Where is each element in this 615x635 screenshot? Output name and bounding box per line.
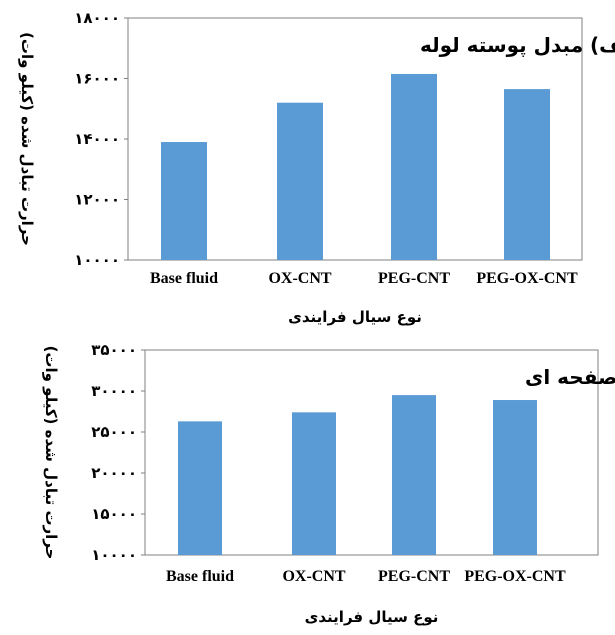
chart2-xtick-label-1: OX-CNT <box>282 568 345 585</box>
chart1-xtick-label-2: PEG-CNT <box>378 270 450 287</box>
chart1-xtick-label-3: PEG-OX-CNT <box>476 270 578 287</box>
chart1-ytick-label-4: ۱۸۰۰۰ <box>74 9 120 27</box>
chart1-y-axis-label: حرارت تبادل شده (کیلو وات) <box>18 32 36 246</box>
chart2-bar-0 <box>178 421 222 555</box>
chart2-bar-1 <box>292 412 336 555</box>
chart1-bar-2 <box>391 73 437 261</box>
chart1-xtick-label-1: OX-CNT <box>268 270 331 287</box>
chart1-ytick-label-3: ۱۶۰۰۰ <box>74 70 120 88</box>
chart2-y-axis-label: حرارت تبادل شده (کیلو وات) <box>42 346 60 560</box>
chart2-x-axis-label: نوع سیال فرایندی <box>305 608 439 626</box>
chart2-ytick-label-4: ۳۰۰۰۰ <box>91 382 137 400</box>
chart2-plot-frame <box>144 349 599 556</box>
chart2-ytick-label-0: ۱۰۰۰۰ <box>91 546 137 564</box>
chart1-title: الف) مبدل پوسته لوله <box>420 33 615 58</box>
chart1-xtick-label-0: Base fluid <box>150 270 218 287</box>
chart2-bar-2 <box>392 395 436 555</box>
chart2-ytick-label-1: ۱۵۰۰۰ <box>91 505 137 523</box>
chart1-bar-0 <box>161 142 207 260</box>
chart2-xtick-label-3: PEG-OX-CNT <box>464 568 566 585</box>
chart1-bar-3 <box>504 89 550 261</box>
chart1-ytick-label-0: ۱۰۰۰۰ <box>74 251 120 269</box>
chart2-ytick-label-3: ۲۵۰۰۰ <box>91 423 137 441</box>
chart2-ytick-label-2: ۲۰۰۰۰ <box>91 464 137 482</box>
chart2-xtick-label-2: PEG-CNT <box>378 568 450 585</box>
chart2-bar-3 <box>493 400 537 555</box>
chart1-x-axis-label: نوع سیال فرایندی <box>288 308 422 326</box>
chart2-ytick-label-5: ۳۵۰۰۰ <box>91 341 137 359</box>
chart1-ytick-label-1: ۱۲۰۰۰ <box>74 191 120 209</box>
chart2-title: ب) مبدل صفحه ای <box>525 365 615 389</box>
chart2-xtick-label-0: Base fluid <box>166 568 234 585</box>
chart1-ytick-label-2: ۱۴۰۰۰ <box>74 130 120 148</box>
chart1-bar-1 <box>277 102 323 260</box>
